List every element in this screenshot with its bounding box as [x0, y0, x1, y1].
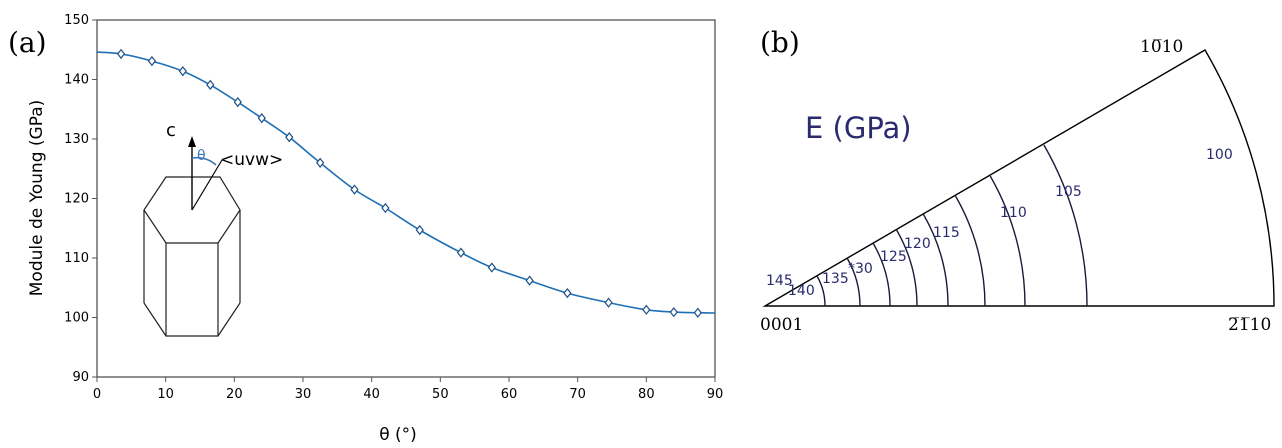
data-point: [257, 113, 266, 124]
y-tick-label: 90: [72, 370, 89, 385]
uvw-label: <uvw>: [220, 150, 283, 170]
panel-b-title: E (GPa): [805, 111, 912, 145]
sector-outline: [762, 49, 1275, 307]
data-point: [487, 262, 496, 273]
hexagonal-crystal-illustration: [143, 136, 241, 337]
x-axis-ticks: 0 10 20 30 40 50 60 70 80 90: [93, 377, 723, 402]
y-tick-label: 130: [64, 132, 89, 147]
data-point: [525, 275, 534, 286]
data-point: [350, 184, 359, 195]
y-tick-label: 110: [64, 251, 89, 266]
y-tick-label: 150: [64, 13, 89, 28]
data-point: [563, 287, 572, 299]
data-point: [233, 96, 242, 108]
x-tick-label: 10: [157, 387, 174, 402]
data-point: [669, 306, 678, 318]
y-tick-label: 140: [64, 73, 89, 88]
contour-label-130: *30: [848, 261, 873, 277]
contour-line-130: [872, 243, 891, 307]
panel-a-line-chart: (a) 90 100 110 120 130 140 150 0 10 20 30 40 50 60 70…: [8, 13, 723, 445]
corner-label-2-1-10: 2̅1̅10: [1228, 315, 1271, 335]
contour-lines: [816, 144, 1088, 307]
contour-label-110: 110: [1000, 205, 1027, 221]
contour-label-120: 120: [904, 236, 931, 252]
data-point: [147, 55, 157, 67]
x-tick-label: 30: [295, 387, 312, 402]
panel-b-label: (b): [760, 26, 800, 59]
y-axis-label: Module de Young (GPa): [27, 100, 47, 297]
prism-bottom-edge: [143, 302, 241, 337]
y-tick-label: 100: [64, 311, 89, 326]
c-axis-label: c: [166, 120, 176, 141]
contour-label-100: 100: [1206, 147, 1233, 163]
data-point: [642, 304, 651, 315]
contour-label-125: 125: [880, 249, 907, 265]
series-markers: [116, 48, 702, 318]
contour-line-105: [1043, 144, 1088, 307]
x-tick-label: 20: [226, 387, 243, 402]
corner-label-10-10: 10̅10: [1140, 37, 1183, 57]
contour-label-135: 135: [822, 271, 849, 287]
x-tick-label: 40: [363, 387, 380, 402]
x-tick-label: 70: [569, 387, 586, 402]
data-point: [456, 247, 466, 258]
series-curve: [96, 51, 716, 314]
data-point: [316, 157, 325, 168]
contour-line-115: [954, 195, 986, 307]
contour-line-135: [846, 258, 861, 307]
contour-label-140: 140: [788, 283, 815, 299]
contour-line-120: [922, 214, 949, 307]
x-tick-label: 60: [501, 387, 518, 402]
data-point: [206, 79, 215, 91]
x-tick-label: 50: [432, 387, 449, 402]
x-tick-label: 80: [638, 387, 655, 402]
panel-a-label: (a): [8, 26, 47, 59]
y-axis-ticks: 90 100 110 120 130 140 150: [64, 13, 97, 385]
theta-angle-arc: [191, 156, 217, 166]
c-axis-arrowhead: [188, 136, 196, 147]
contour-line-125: [895, 229, 918, 307]
data-point: [415, 224, 424, 236]
corner-label-0001: 0001: [760, 315, 803, 335]
theta-label: θ: [197, 148, 206, 164]
data-point: [381, 202, 390, 214]
data-point: [693, 307, 702, 318]
contour-line-110: [989, 175, 1026, 307]
y-tick-label: 120: [64, 192, 89, 207]
data-point: [116, 48, 126, 60]
data-point: [604, 297, 613, 308]
uvw-direction-line: [191, 159, 223, 211]
contour-line-140: [816, 275, 826, 307]
contour-label-105: 105: [1055, 184, 1082, 200]
x-tick-label: 0: [93, 387, 101, 402]
x-tick-label: 90: [707, 387, 724, 402]
contour-label-115: 115: [933, 225, 960, 241]
panel-b-polar-contour: (b) E (GPa) 145140135*301251201151101051…: [760, 26, 1275, 335]
x-axis-label: θ (°): [379, 425, 417, 445]
contour-label-145: 145: [766, 273, 793, 289]
data-point: [285, 132, 294, 143]
data-point: [178, 66, 187, 77]
